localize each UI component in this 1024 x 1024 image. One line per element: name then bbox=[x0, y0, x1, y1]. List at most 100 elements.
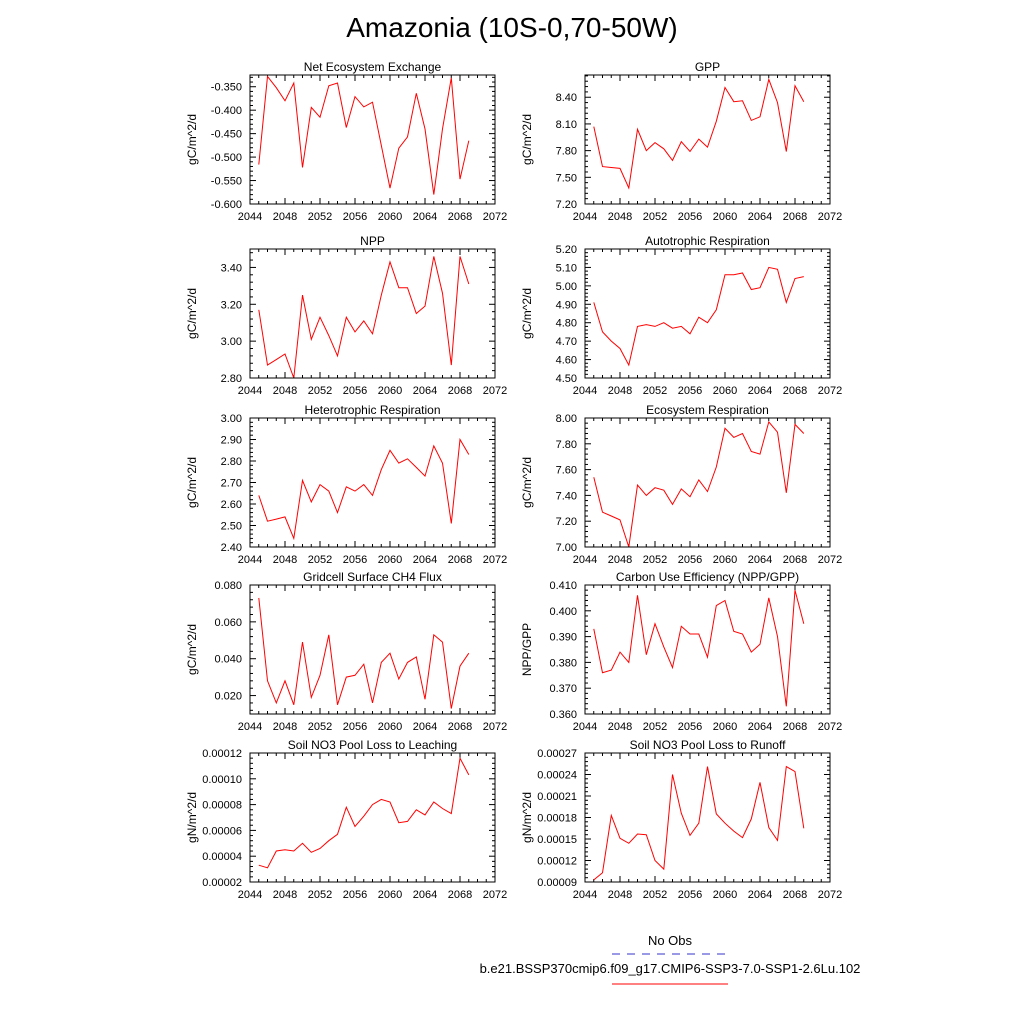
y-axis-label: gC/m^2/d bbox=[185, 457, 199, 508]
x-tick-label: 2052 bbox=[643, 554, 667, 566]
x-tick-label: 2044 bbox=[573, 721, 597, 733]
y-tick-label: 0.380 bbox=[549, 657, 577, 669]
y-tick-label: 2.90 bbox=[221, 435, 242, 447]
y-tick-label: 8.10 bbox=[556, 119, 577, 131]
plot-frame bbox=[249, 752, 496, 883]
x-tick-label: 2048 bbox=[273, 721, 297, 733]
y-tick-label: 0.390 bbox=[549, 632, 577, 644]
y-tick-label: 0.00012 bbox=[537, 856, 577, 868]
y-tick-label: 0.020 bbox=[214, 691, 242, 703]
y-tick-label: 8.40 bbox=[556, 92, 577, 104]
x-tick-label: 2060 bbox=[713, 721, 737, 733]
x-tick-label: 2072 bbox=[483, 889, 507, 901]
y-axis-label: gC/m^2/d bbox=[520, 288, 534, 339]
panel-1: Net Ecosystem Exchange gC/m^2/d 2044 2048 20… bbox=[185, 60, 507, 223]
y-tick-label: -0.400 bbox=[211, 105, 242, 117]
x-tick-label: 2044 bbox=[238, 554, 262, 566]
x-tick-label: 2056 bbox=[678, 211, 702, 223]
x-tick-label: 2056 bbox=[343, 211, 367, 223]
panel-title: Gridcell Surface CH4 Flux bbox=[303, 570, 442, 584]
x-tick-label: 2060 bbox=[378, 211, 402, 223]
panel-10: Soil NO3 Pool Loss to Runoff gN/m^2/d 2044… bbox=[520, 738, 842, 901]
x-tick-label: 2056 bbox=[343, 385, 367, 397]
y-tick-label: 4.50 bbox=[556, 373, 577, 385]
x-tick-label: 2068 bbox=[448, 721, 472, 733]
x-tick-label: 2044 bbox=[573, 211, 597, 223]
panel-title: Net Ecosystem Exchange bbox=[304, 60, 442, 74]
y-tick-label: 7.40 bbox=[556, 490, 577, 502]
x-tick-label: 2060 bbox=[378, 721, 402, 733]
y-axis-label: gN/m^2/d bbox=[520, 792, 534, 843]
panel-title: Soil NO3 Pool Loss to Runoff bbox=[630, 738, 787, 752]
series-line bbox=[258, 597, 470, 709]
x-tick-label: 2064 bbox=[748, 554, 772, 566]
x-tick-label: 2060 bbox=[713, 889, 737, 901]
x-tick-label: 2060 bbox=[378, 889, 402, 901]
series-line bbox=[593, 590, 805, 707]
y-tick-label: 5.20 bbox=[556, 244, 577, 256]
y-tick-label: 2.40 bbox=[221, 542, 242, 554]
series-line bbox=[258, 256, 470, 379]
x-tick-label: 2068 bbox=[448, 211, 472, 223]
panel-title: Ecosystem Respiration bbox=[646, 403, 769, 417]
plot-frame bbox=[584, 417, 831, 548]
x-tick-label: 2056 bbox=[343, 554, 367, 566]
y-axis-label: gN/m^2/d bbox=[185, 792, 199, 843]
x-tick-label: 2052 bbox=[308, 721, 332, 733]
y-tick-label: 0.400 bbox=[549, 606, 577, 618]
y-tick-label: 0.00018 bbox=[537, 813, 577, 825]
x-tick-label: 2060 bbox=[713, 385, 737, 397]
x-tick-label: 2052 bbox=[308, 211, 332, 223]
y-tick-label: 3.40 bbox=[221, 262, 242, 274]
y-tick-label: -0.500 bbox=[211, 152, 242, 164]
page-title: Amazonia (10S-0,70-50W) bbox=[346, 12, 678, 43]
plot-frame bbox=[249, 417, 496, 548]
y-axis-label: gC/m^2/d bbox=[520, 457, 534, 508]
x-tick-label: 2048 bbox=[608, 554, 632, 566]
x-tick-label: 2068 bbox=[783, 889, 807, 901]
y-tick-label: 7.80 bbox=[556, 146, 577, 158]
x-tick-label: 2072 bbox=[483, 211, 507, 223]
x-tick-label: 2064 bbox=[413, 211, 437, 223]
plot-frame bbox=[249, 584, 496, 715]
y-tick-label: 7.80 bbox=[556, 439, 577, 451]
x-tick-label: 2060 bbox=[378, 554, 402, 566]
x-tick-label: 2072 bbox=[818, 211, 842, 223]
x-tick-label: 2052 bbox=[643, 721, 667, 733]
y-tick-label: 0.00027 bbox=[537, 748, 577, 760]
panel-8: Carbon Use Efficiency (NPP/GPP) NPP/GPP 20… bbox=[520, 570, 842, 733]
y-tick-label: 4.90 bbox=[556, 299, 577, 311]
x-tick-label: 2052 bbox=[308, 385, 332, 397]
x-tick-label: 2044 bbox=[238, 211, 262, 223]
x-tick-label: 2048 bbox=[608, 211, 632, 223]
x-tick-label: 2064 bbox=[413, 554, 437, 566]
y-tick-label: 2.50 bbox=[221, 521, 242, 533]
x-tick-label: 2048 bbox=[608, 721, 632, 733]
x-tick-label: 2064 bbox=[413, 889, 437, 901]
x-tick-label: 2068 bbox=[783, 211, 807, 223]
x-tick-label: 2052 bbox=[643, 385, 667, 397]
y-tick-label: 0.360 bbox=[549, 709, 577, 721]
x-tick-label: 2072 bbox=[818, 385, 842, 397]
y-tick-label: 0.410 bbox=[549, 580, 577, 592]
series-line bbox=[258, 75, 470, 195]
panel-4: Autotrophic Respiration gC/m^2/d 2044 2048 2… bbox=[520, 234, 842, 397]
x-tick-label: 2072 bbox=[483, 721, 507, 733]
y-tick-label: 4.80 bbox=[556, 318, 577, 330]
y-tick-label: 0.00009 bbox=[537, 877, 577, 889]
y-axis-label: gC/m^2/d bbox=[520, 114, 534, 165]
x-tick-label: 2048 bbox=[273, 554, 297, 566]
x-tick-label: 2048 bbox=[273, 385, 297, 397]
panel-title: NPP bbox=[360, 234, 385, 248]
y-tick-label: 3.00 bbox=[221, 336, 242, 348]
y-tick-label: 7.00 bbox=[556, 542, 577, 554]
series-line bbox=[258, 437, 470, 541]
x-tick-label: 2060 bbox=[713, 554, 737, 566]
x-tick-label: 2044 bbox=[238, 721, 262, 733]
x-tick-label: 2056 bbox=[678, 889, 702, 901]
y-tick-label: -0.450 bbox=[211, 129, 242, 141]
x-tick-label: 2072 bbox=[818, 889, 842, 901]
y-tick-label: 0.00010 bbox=[202, 774, 242, 786]
plot-frame bbox=[584, 248, 831, 379]
